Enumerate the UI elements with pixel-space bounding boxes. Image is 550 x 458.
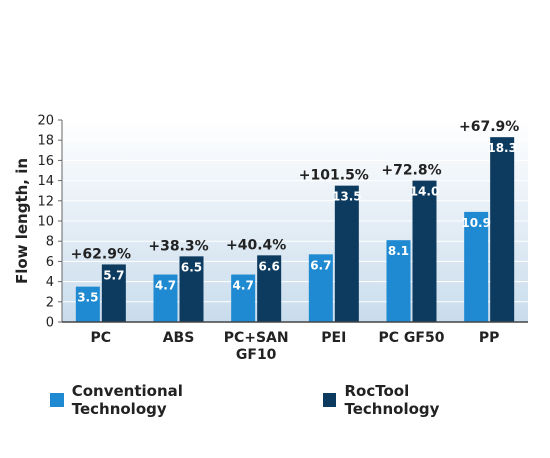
bar-value-label: 4.7: [155, 279, 176, 293]
y-axis-label: Flow length, in: [13, 158, 31, 284]
bar-value-label: 4.7: [233, 279, 254, 293]
legend-swatch-roctool: [322, 393, 337, 407]
legend-swatch-conventional: [50, 393, 64, 407]
bar-value-label: 6.5: [181, 260, 202, 274]
y-tick-label: 16: [37, 154, 54, 169]
legend-item-conventional: Conventional Technology: [50, 382, 279, 418]
y-tick-label: 2: [46, 295, 54, 310]
y-tick-label: 12: [37, 194, 54, 209]
legend-item-roctool: RocTool Technology: [322, 382, 506, 418]
y-tick-label: 6: [46, 255, 54, 270]
bar-chart: 3.5 5.7 +62.9% 4.7 6.5 +38.3% 4.7 6.6 +40.4% 6.7 1…: [13, 114, 528, 363]
bar-value-label: 6.7: [310, 258, 331, 272]
bar-roctool: [412, 180, 437, 322]
increase-annotation: +38.3%: [148, 238, 208, 254]
bar-value-label: 10.9: [461, 216, 491, 230]
bar-conventional: [75, 286, 100, 322]
bar-conventional: [153, 274, 178, 322]
bar-conventional: [386, 240, 411, 322]
y-tick-label: 4: [46, 275, 54, 290]
increase-annotation: +72.8%: [381, 163, 441, 179]
legend-label-roctool: RocTool Technology: [344, 382, 440, 418]
bar-roctool: [101, 264, 126, 322]
bar-roctool: [179, 256, 204, 322]
bar-roctool: [334, 185, 359, 322]
x-tick-label: PC+SAN GF10: [224, 330, 289, 363]
bar-value-label: 8.1: [388, 244, 409, 258]
increase-annotation: +67.9%: [459, 119, 519, 135]
y-tick-label: 10: [37, 215, 54, 230]
increase-annotation: +62.9%: [71, 246, 131, 262]
bar-conventional: [308, 254, 333, 322]
bar-value-label: 5.7: [103, 268, 124, 282]
increase-annotation: +101.5%: [299, 168, 369, 184]
x-tick-label: PP: [479, 330, 500, 346]
legend-label-conventional: Conventional Technology: [71, 382, 183, 418]
bar-value-label: 6.6: [259, 259, 280, 273]
x-tick-label: ABS: [163, 330, 195, 346]
y-tick-label: 20: [37, 114, 54, 129]
legend: Conventional Technology RocTool Technolo…: [50, 382, 550, 418]
x-tick-label: PC GF50: [379, 330, 445, 346]
bar-conventional: [464, 211, 489, 322]
bar-value-label: 14.0: [410, 185, 440, 199]
bar-value-label: 18.3: [487, 141, 517, 155]
bar-value-label: 3.5: [77, 291, 98, 305]
y-tick-label: 0: [46, 316, 54, 331]
bar-value-label: 13.5: [332, 190, 362, 204]
y-tick-label: 18: [37, 134, 54, 149]
bar-roctool: [257, 255, 282, 322]
y-tick-label: 14: [37, 174, 54, 189]
increase-annotation: +40.4%: [226, 237, 286, 253]
bar-conventional: [231, 274, 256, 322]
bar-roctool: [490, 137, 515, 322]
x-tick-label: PC: [91, 330, 112, 346]
x-tick-label: PEI: [321, 330, 346, 346]
y-tick-label: 8: [46, 235, 54, 250]
